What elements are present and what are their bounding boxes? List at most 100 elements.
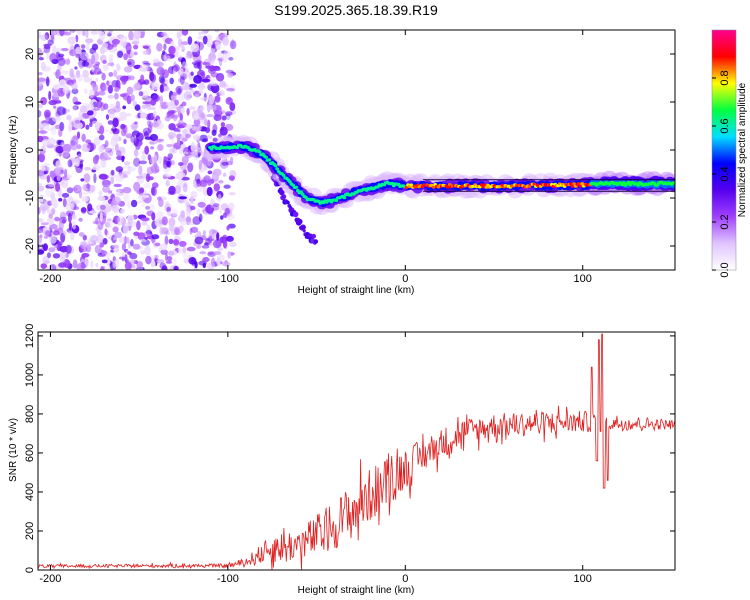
noise-blob: [211, 57, 216, 63]
noise-blob: [178, 196, 187, 200]
noise-blob: [62, 85, 70, 95]
noise-blob: [131, 130, 141, 138]
noise-blob: [166, 143, 174, 148]
noise-blob: [229, 102, 236, 112]
noise-blob: [53, 105, 57, 109]
noise-blob: [225, 235, 234, 242]
x-tick-label: -200: [39, 573, 61, 585]
colorbar: 0.0 0.2 0.4 0.6 0.8 Normalized spectral ampl…: [711, 29, 748, 278]
noise-blob: [38, 72, 43, 76]
noise-blob: [116, 192, 125, 196]
y-tick-label: 400: [24, 483, 36, 501]
noise-blob: [126, 95, 132, 105]
noise-blob: [168, 225, 172, 231]
noise-blob: [110, 176, 114, 185]
x-tick-label: 100: [574, 273, 592, 285]
noise-blob: [224, 207, 231, 216]
noise-blob: [149, 204, 156, 211]
noise-blob: [78, 190, 83, 199]
noise-blob: [38, 228, 44, 234]
noise-blob: [214, 41, 222, 49]
noise-blob: [225, 111, 233, 116]
noise-blob: [104, 228, 108, 236]
noise-blob: [159, 262, 166, 270]
noise-blob: [204, 127, 211, 133]
noise-blob: [145, 255, 152, 265]
noise-blob: [181, 61, 188, 69]
noise-blob: [55, 182, 61, 192]
secondary-track-mark: [279, 189, 285, 196]
noise-blob: [107, 84, 113, 94]
noise-blob: [62, 143, 72, 153]
noise-blob: [67, 212, 72, 223]
noise-blob: [91, 54, 96, 64]
noise-blob: [154, 218, 164, 228]
noise-blob: [115, 173, 124, 183]
noise-blob: [159, 226, 164, 236]
noise-blob: [126, 237, 130, 244]
noise-blob: [49, 223, 58, 230]
noise-blob: [219, 206, 223, 215]
noise-blob: [47, 137, 56, 146]
secondary-track-mark: [288, 207, 295, 214]
noise-blob: [102, 185, 110, 193]
noise-blob: [127, 166, 137, 172]
main-track-mark: [672, 181, 675, 185]
noise-blob: [45, 266, 53, 270]
noise-blob: [140, 250, 145, 255]
noise-blob: [186, 246, 196, 252]
noise-blob: [199, 105, 205, 112]
noise-blob: [137, 195, 147, 200]
noise-blob: [213, 171, 220, 179]
noise-blob: [161, 32, 168, 37]
noise-blob: [46, 127, 54, 131]
noise-blob: [98, 173, 108, 180]
noise-blob: [60, 47, 69, 52]
noise-blob: [215, 35, 223, 45]
noise-blob: [227, 72, 234, 78]
y-tick-label: 20: [24, 48, 36, 60]
noise-blob: [85, 258, 89, 267]
noise-blob: [220, 110, 226, 114]
noise-blob: [71, 187, 78, 192]
noise-blob: [71, 199, 80, 204]
noise-blob: [121, 155, 125, 163]
noise-blob: [200, 72, 204, 76]
noise-blob: [204, 118, 208, 126]
noise-blob: [92, 155, 99, 165]
noise-blob: [170, 94, 177, 102]
noise-blob: [99, 242, 105, 248]
noise-blob: [87, 203, 93, 212]
noise-blob: [84, 88, 88, 95]
noise-blob: [166, 111, 171, 118]
noise-blob: [100, 266, 105, 270]
noise-blob: [108, 190, 113, 194]
noise-blob: [143, 182, 151, 189]
noise-blob: [151, 94, 160, 102]
noise-blob: [108, 150, 114, 157]
noise-blob: [40, 122, 50, 130]
noise-blob: [118, 136, 122, 142]
noise-blob: [71, 88, 79, 95]
noise-blob: [142, 101, 152, 105]
noise-blob: [109, 80, 113, 86]
noise-blob: [80, 44, 86, 49]
noise-blob: [107, 95, 114, 99]
noise-blob: [187, 36, 193, 45]
noise-blob: [215, 239, 222, 248]
noise-blob: [128, 75, 135, 81]
noise-blob: [193, 113, 200, 121]
noise-blob: [156, 42, 163, 52]
noise-blob: [76, 30, 82, 36]
spectrogram-y-label: Frequency (Hz): [8, 116, 19, 185]
noise-blob: [98, 30, 102, 35]
x-tick-label: -100: [217, 273, 239, 285]
noise-blob: [138, 165, 143, 176]
noise-blob: [44, 45, 51, 50]
noise-blob: [202, 35, 208, 45]
noise-blob: [57, 241, 63, 247]
noise-blob: [59, 30, 65, 37]
noise-blob: [222, 172, 227, 177]
noise-blob: [62, 31, 72, 36]
noise-blob: [212, 137, 218, 143]
